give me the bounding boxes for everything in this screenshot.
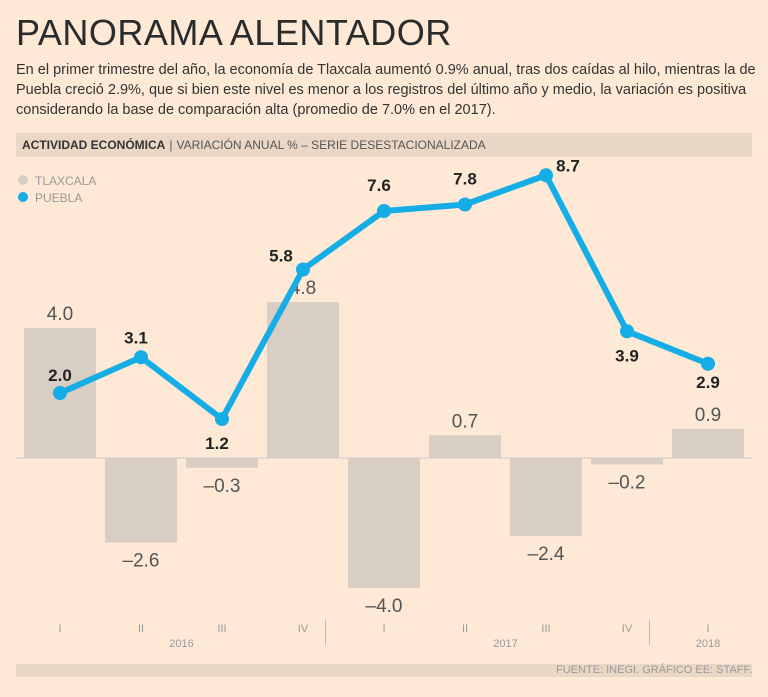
page-title: PANORAMA ALENTADOR <box>16 12 452 53</box>
point-label: 8.7 <box>556 156 580 175</box>
x-tick-label: II <box>462 623 468 635</box>
bar-tlaxcala <box>672 428 744 458</box>
bar-label: –0.3 <box>204 476 241 497</box>
chart-header-separator: | <box>169 138 173 152</box>
year-label: 2016 <box>169 638 193 650</box>
point-puebla <box>539 168 553 183</box>
bar-label: –0.2 <box>609 473 646 494</box>
x-tick-label: II <box>138 623 144 635</box>
chart-header-band: ACTIVIDAD ECONÓMICA | VARIACIÓN ANUAL % – … <box>16 133 752 157</box>
x-tick-label: III <box>217 623 226 635</box>
point-puebla <box>377 204 391 218</box>
bar-label: 0.7 <box>452 411 478 432</box>
bar-tlaxcala <box>348 458 420 588</box>
point-puebla <box>53 386 67 400</box>
point-label: 5.8 <box>269 247 293 266</box>
bar-tlaxcala <box>267 302 339 458</box>
x-tick-label: III <box>541 623 550 635</box>
subtitle: En el primer trimestre del año, la econo… <box>16 62 756 118</box>
chart-header-bold: ACTIVIDAD ECONÓMICA <box>22 138 166 152</box>
point-label: 7.6 <box>367 176 391 195</box>
point-label: 1.2 <box>205 434 229 453</box>
year-label: 2017 <box>493 638 517 650</box>
x-tick-label: IV <box>298 623 309 635</box>
bar-tlaxcala <box>105 458 177 543</box>
point-puebla <box>215 412 229 426</box>
bar-label: 0.9 <box>695 405 721 426</box>
point-puebla <box>620 324 634 339</box>
bar-tlaxcala <box>591 458 663 465</box>
point-puebla <box>134 350 148 365</box>
point-label: 7.8 <box>453 170 477 189</box>
point-label: 2.0 <box>48 366 72 385</box>
legend-label-tlaxcala: TLAXCALA <box>35 174 96 188</box>
legend-label-puebla: PUEBLA <box>35 191 82 205</box>
x-tick-label: IV <box>622 623 633 635</box>
source-note: FUENTE: INEGI. GRÁFICO EE: STAFF. <box>16 664 752 677</box>
bar-tlaxcala <box>186 458 258 468</box>
x-tick-label: I <box>58 623 61 635</box>
legend-marker-tlaxcala <box>18 175 28 185</box>
legend-marker-puebla <box>18 192 28 202</box>
bar-tlaxcala <box>510 458 582 536</box>
year-label: 2018 <box>696 638 720 650</box>
point-label: 2.9 <box>696 373 720 392</box>
bar-label: –4.0 <box>366 596 403 617</box>
point-label: 3.9 <box>615 346 639 365</box>
x-tick-label: I <box>382 623 385 635</box>
bar-label: –2.4 <box>528 544 565 565</box>
bar-label: –2.6 <box>123 551 160 572</box>
point-puebla <box>296 262 310 277</box>
point-puebla <box>458 197 472 212</box>
point-label: 3.1 <box>124 328 148 347</box>
bar-tlaxcala <box>429 435 501 458</box>
bar-label: 4.0 <box>47 304 73 325</box>
point-puebla <box>701 356 715 371</box>
chart-header-text: VARIACIÓN ANUAL % – SERIE DESESTACIONALI… <box>176 138 486 152</box>
x-tick-label: I <box>706 623 709 635</box>
